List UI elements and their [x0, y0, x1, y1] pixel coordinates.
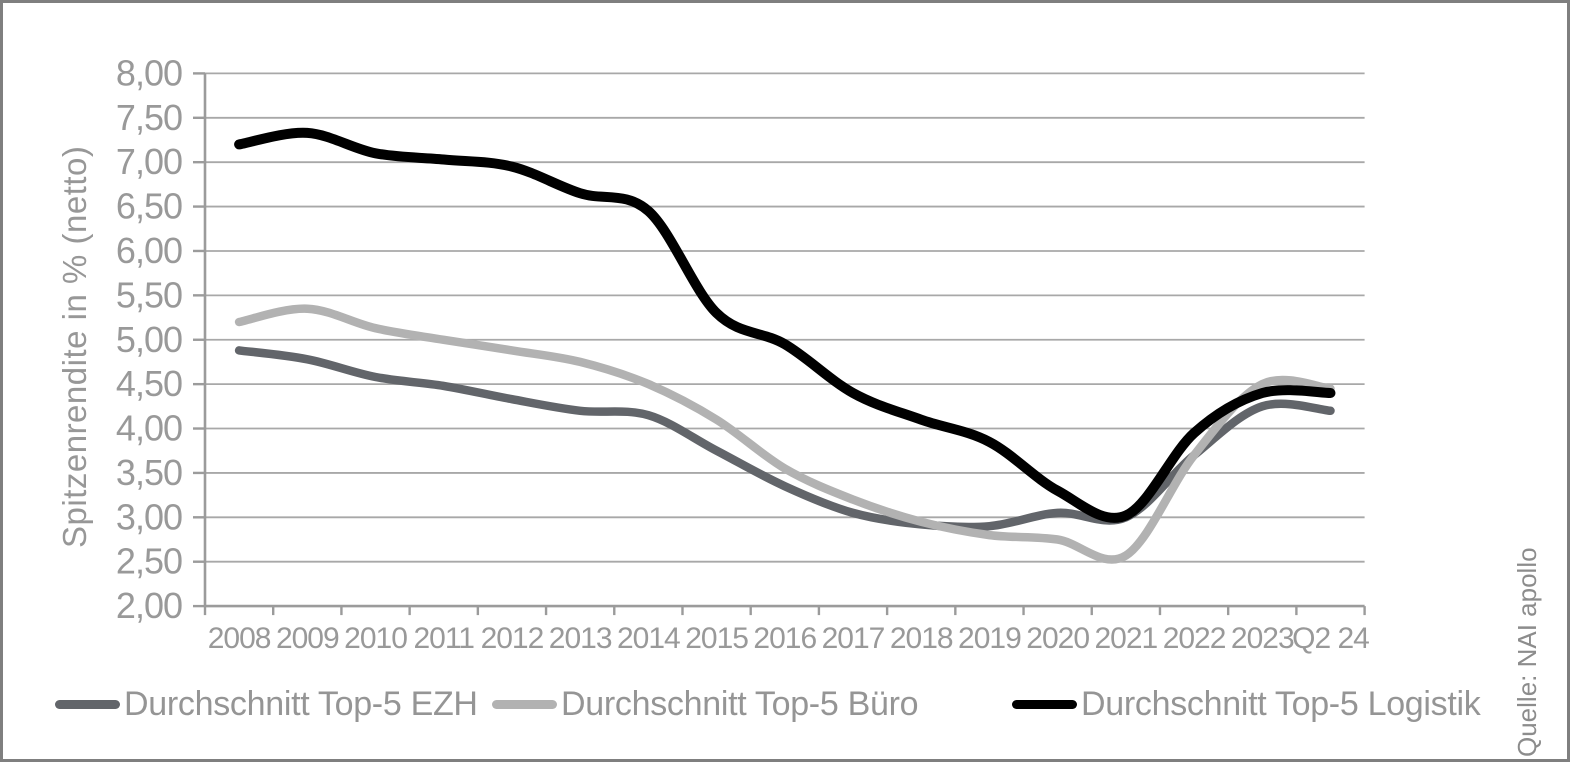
legend-marker-ezh [55, 699, 120, 709]
series-line-durchschnitt-top-5-logistik [234, 127, 1336, 523]
x-tick-label: 2020 [1026, 622, 1089, 655]
legend-label-ezh: Durchschnitt Top-5 EZH [124, 684, 478, 723]
legend-marker-buero [492, 699, 557, 709]
series-line-durchschnitt-top-5-ezh [234, 346, 1335, 532]
x-tick-label: 2011 [413, 622, 474, 655]
legend-item-ezh: Durchschnitt Top-5 EZH [55, 679, 478, 729]
x-tick-label: 2010 [344, 622, 407, 655]
x-tick-label: 2023 [1231, 622, 1294, 655]
legend-marker-logistik [1012, 699, 1077, 709]
y-tick-label: 6,50 [116, 186, 182, 227]
legend-item-buero: Durchschnitt Top-5 Büro [492, 679, 919, 729]
y-tick-label: 6,00 [116, 230, 182, 271]
y-tick-label: 7,50 [116, 97, 182, 138]
x-tick-label: 2018 [890, 622, 953, 655]
y-tick-label: 4,00 [116, 408, 182, 449]
y-tick-label: 5,50 [116, 274, 182, 315]
x-tick-label: 2008 [208, 622, 271, 655]
y-tick-label: 2,50 [116, 541, 182, 582]
y-tick-label: 5,00 [116, 319, 182, 360]
y-axis-title: Spitzenrendite in % (netto) [56, 145, 93, 548]
x-tick-label: 2021 [1094, 622, 1157, 655]
y-tick-label: 3,50 [116, 452, 182, 493]
y-tick-label: 4,50 [116, 363, 182, 404]
x-tick-label: 2009 [276, 622, 339, 655]
y-tick-label: 3,00 [116, 496, 182, 537]
x-tick-label: 2012 [481, 622, 544, 655]
y-tick-label: 7,00 [116, 141, 182, 182]
y-tick-label: 8,00 [116, 52, 182, 93]
x-tick-label: 2015 [685, 622, 748, 655]
x-tick-label: 2017 [822, 622, 885, 655]
x-tick-label: 2019 [958, 622, 1021, 655]
legend-item-logistik: Durchschnitt Top-5 Logistik [1012, 679, 1481, 729]
x-tick-label: 2016 [753, 622, 816, 655]
x-tick-label: Q2 24 [1292, 622, 1369, 655]
x-tick-label: 2013 [549, 622, 612, 655]
x-tick-label: 2022 [1163, 622, 1226, 655]
source-note: Quelle: NAI apollo [1512, 547, 1542, 757]
legend-label-logistik: Durchschnitt Top-5 Logistik [1081, 684, 1481, 723]
series-line-durchschnitt-top-5-b-ro [234, 304, 1335, 564]
legend-label-buero: Durchschnitt Top-5 Büro [561, 684, 919, 723]
y-tick-label: 2,00 [116, 585, 182, 626]
x-tick-label: 2014 [617, 622, 680, 655]
